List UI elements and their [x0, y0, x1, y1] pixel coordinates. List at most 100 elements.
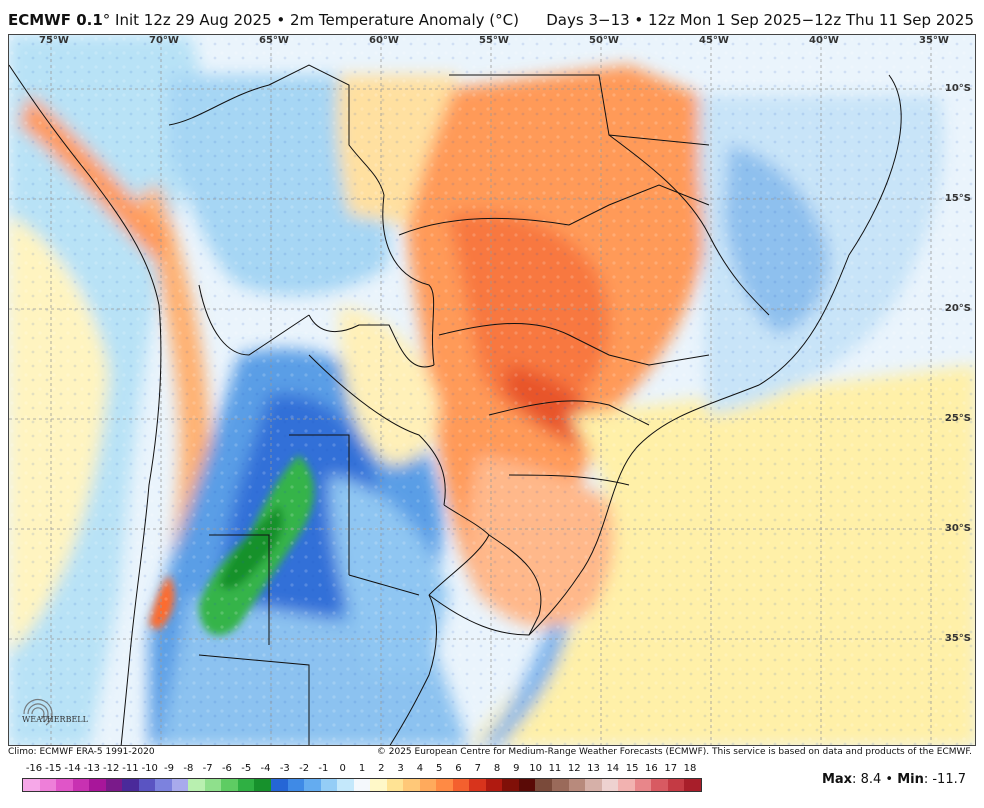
colorbar-tick-label: -9	[164, 763, 175, 774]
max-value: 8.4	[860, 772, 882, 787]
colorbar-tick-label: 6	[455, 763, 462, 774]
colorbar-tick-label: -10	[141, 763, 158, 774]
colorbar-swatch	[403, 779, 420, 791]
colorbar-swatch	[469, 779, 486, 791]
colorbar-swatch	[518, 779, 536, 791]
colorbar-tick-label: 7	[474, 763, 481, 774]
colorbar-swatch	[502, 779, 519, 791]
colorbar-swatch	[39, 779, 57, 791]
colorbar-tick-label: 10	[529, 763, 543, 774]
colorbar-swatch	[105, 779, 123, 791]
colorbar-tick-label: 9	[513, 763, 520, 774]
colorbar-tick-label: 4	[416, 763, 424, 774]
colorbar-tick-label: -13	[83, 763, 101, 774]
colorbar-tick-label: -3	[279, 763, 290, 774]
lon-label: 70°W	[149, 35, 179, 46]
colorbar-tick-label: -5	[241, 763, 252, 774]
lon-label: 45°W	[699, 35, 729, 46]
colorbar-swatch	[237, 779, 255, 791]
colorbar-swatches	[22, 778, 702, 792]
colorbar-tick-label: 15	[625, 763, 639, 774]
colorbar-tick-label: -11	[122, 763, 139, 774]
colorbar-swatch	[138, 779, 156, 791]
colorbar-tick-label: 3	[397, 763, 404, 774]
colorbar-tick-label: 5	[435, 763, 443, 774]
colorbar-swatch	[23, 779, 40, 791]
lon-label: 75°W	[39, 35, 69, 46]
model-name: ECMWF 0.1	[8, 11, 103, 29]
lon-label: 60°W	[369, 35, 399, 46]
colorbar-tick-label: 0	[339, 763, 346, 774]
colorbar-tick-label: 8	[493, 763, 501, 774]
init-text: ° Init 12z 29 Aug 2025 • 2m Temperature …	[102, 11, 519, 29]
colorbar-swatch	[337, 779, 354, 791]
map-panel: 75°W 70°W 65°W 60°W 55°W 50°W 45°W 40°W …	[8, 34, 976, 746]
graticule	[9, 35, 975, 745]
colorbar-swatch	[204, 779, 222, 791]
colorbar-swatch	[667, 779, 685, 791]
colorbar-tick-label: -16	[25, 763, 43, 774]
colorbar-swatch	[72, 779, 90, 791]
lat-label: 20°S	[944, 303, 971, 314]
valid-period: Days 3−13 • 12z Mon 1 Sep 2025−12z Thu 1…	[546, 11, 974, 29]
colorbar-swatch	[618, 779, 635, 791]
colorbar-tick-label: -15	[45, 763, 62, 774]
colorbar-swatch	[651, 779, 668, 791]
colorbar-swatch	[254, 779, 271, 791]
colorbar-tick-label: 16	[645, 763, 658, 774]
colorbar-tick-label: 17	[664, 763, 678, 774]
max-min-readout: Max: 8.4 • Min: -11.7	[821, 772, 966, 787]
colorbar-tick-label: 11	[548, 763, 562, 774]
colorbar-tick-label: 12	[567, 763, 581, 774]
colorbar-tick-label: -8	[183, 763, 194, 774]
colorbar-swatch	[684, 779, 701, 791]
colorbar-tick-label: -6	[221, 763, 232, 774]
lat-label: 35°S	[944, 633, 971, 644]
lat-label: 30°S	[944, 523, 971, 534]
colorbar-swatch	[386, 779, 404, 791]
colorbar-swatch	[89, 779, 106, 791]
colorbar-swatch	[568, 779, 586, 791]
colorbar-tick-label: -4	[260, 763, 271, 774]
colorbar-swatch	[419, 779, 437, 791]
max-label: Max	[821, 772, 853, 787]
colorbar-tick-label: 14	[606, 763, 620, 774]
lon-label: 55°W	[479, 35, 509, 46]
colorbar-swatch	[122, 779, 139, 791]
climo-note: Climo: ECMWF ERA-5 1991-2020	[8, 747, 155, 757]
lat-label: 10°S	[944, 83, 971, 94]
logo-text: WEATHERBELL	[22, 715, 89, 724]
colorbar-swatch	[270, 779, 288, 791]
lon-label: 40°W	[809, 35, 839, 46]
colorbar-swatch	[485, 779, 503, 791]
colorbar-tick-label: -14	[64, 763, 81, 774]
colorbar-tick-label: -2	[299, 763, 310, 774]
colorbar-swatch	[320, 779, 338, 791]
colorbar-swatch	[287, 779, 305, 791]
min-value: -11.7	[932, 772, 966, 787]
colorbar-swatch	[634, 779, 652, 791]
colorbar-swatch	[370, 779, 387, 791]
lat-label: 15°S	[944, 193, 971, 204]
colorbar-ticks: -16 -15 -14 -13 -12 -11 -10 -9 -8 -7 -6 -5 -4 -3 -2 -1 0…	[22, 763, 702, 777]
colorbar-swatch	[601, 779, 619, 791]
map-title: ECMWF 0.1° Init 12z 29 Aug 2025 • 2m Tem…	[8, 11, 519, 29]
lon-label: 65°W	[259, 35, 289, 46]
lon-label: 35°W	[919, 35, 949, 46]
colorbar: -16 -15 -14 -13 -12 -11 -10 -9 -8 -7 -6 -5 -4 -3 -2 -1 0…	[22, 763, 702, 793]
colorbar-tick-label: 18	[683, 763, 697, 774]
colorbar-swatch	[188, 779, 205, 791]
colorbar-swatch	[436, 779, 453, 791]
colorbar-swatch	[585, 779, 602, 791]
min-label: Min	[897, 772, 924, 787]
separator: •	[881, 772, 898, 787]
title-bar: ECMWF 0.1° Init 12z 29 Aug 2025 • 2m Tem…	[0, 0, 984, 34]
anomaly-map	[9, 35, 975, 745]
lon-label: 50°W	[589, 35, 619, 46]
colorbar-swatch	[304, 779, 321, 791]
colorbar-swatch	[552, 779, 569, 791]
colorbar-tick-label: -7	[202, 763, 213, 774]
colorbar-swatch	[452, 779, 470, 791]
colorbar-swatch	[155, 779, 172, 791]
colorbar-tick-label: -12	[103, 763, 120, 774]
